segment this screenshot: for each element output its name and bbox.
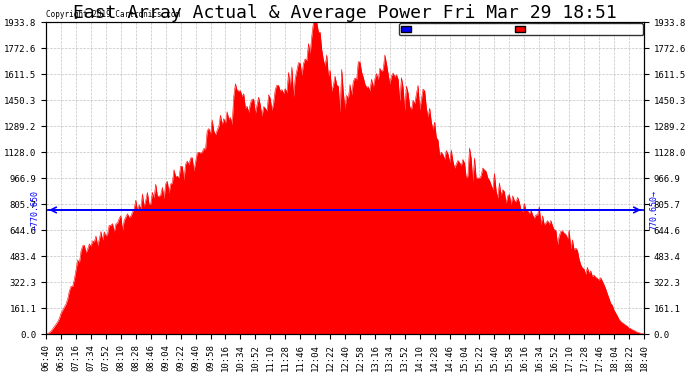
Title: East Array Actual & Average Power Fri Mar 29 18:51: East Array Actual & Average Power Fri Ma… <box>73 4 617 22</box>
Text: ←770.650: ←770.650 <box>31 190 40 230</box>
Legend: Average  (DC Watts), East Array  (DC Watts): Average (DC Watts), East Array (DC Watts… <box>399 23 643 36</box>
Text: 770.650→: 770.650→ <box>650 190 659 230</box>
Text: Copyright 2019 Cartronics.com: Copyright 2019 Cartronics.com <box>46 10 180 19</box>
